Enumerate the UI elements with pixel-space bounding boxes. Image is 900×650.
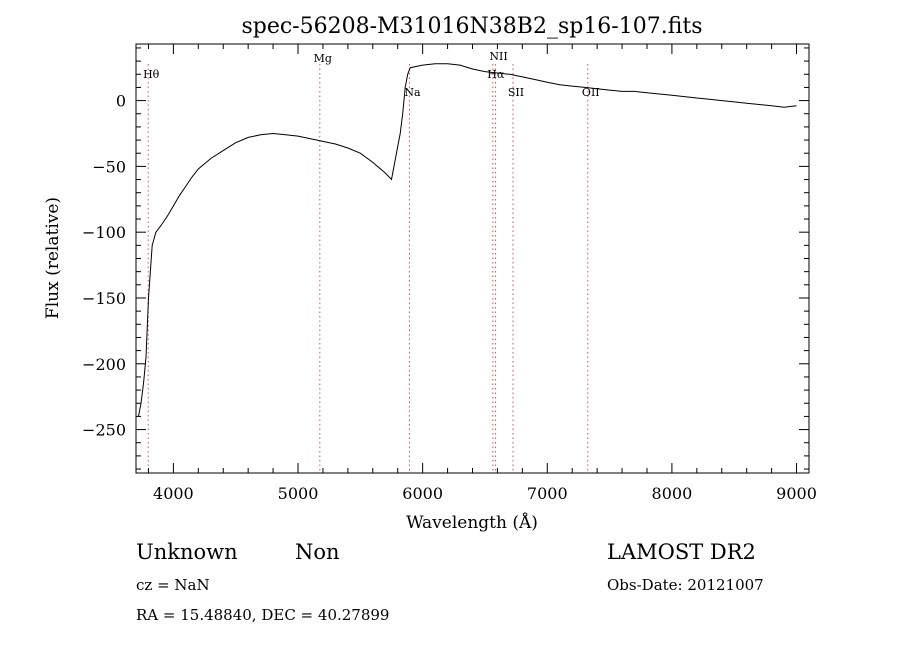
spectral-line-label: Na	[404, 86, 421, 99]
redshift-cz: cz = NaN	[136, 576, 210, 594]
x-tick-label: 8000	[652, 484, 693, 503]
spectral-line-label: OII	[582, 86, 600, 99]
y-tick-label: −100	[82, 223, 126, 242]
x-tick-label: 6000	[402, 484, 443, 503]
object-subclass: Non	[295, 540, 340, 564]
x-tick-label: 7000	[527, 484, 568, 503]
spectrum-line	[138, 63, 797, 417]
chart-title: spec-56208-M31016N38B2_sp16-107.fits	[241, 14, 702, 39]
spectral-line-label: SII	[508, 86, 524, 99]
x-tick-label: 4000	[153, 484, 194, 503]
object-class: Unknown	[136, 540, 238, 564]
y-tick-label: 0	[116, 92, 126, 111]
y-tick-label: −200	[82, 355, 126, 374]
sky-coordinates: RA = 15.48840, DEC = 40.27899	[136, 606, 390, 624]
spectral-line-label: NII	[489, 50, 507, 63]
spectral-line-label: Mg	[314, 52, 332, 65]
survey-name: LAMOST DR2	[607, 540, 756, 564]
x-axis-label: Wavelength (Å)	[406, 512, 538, 533]
x-tick-label: 9000	[776, 484, 817, 503]
spectral-line-label: Hθ	[143, 68, 160, 81]
y-tick-label: −250	[82, 421, 126, 440]
observation-date: Obs-Date: 20121007	[607, 576, 764, 594]
x-tick-label: 5000	[278, 484, 319, 503]
spectral-line-label: Hα	[487, 68, 505, 81]
y-tick-label: −50	[92, 157, 126, 176]
y-axis-label: Flux (relative)	[43, 197, 63, 319]
plot-frame	[135, 43, 810, 474]
y-tick-label: −150	[82, 289, 126, 308]
